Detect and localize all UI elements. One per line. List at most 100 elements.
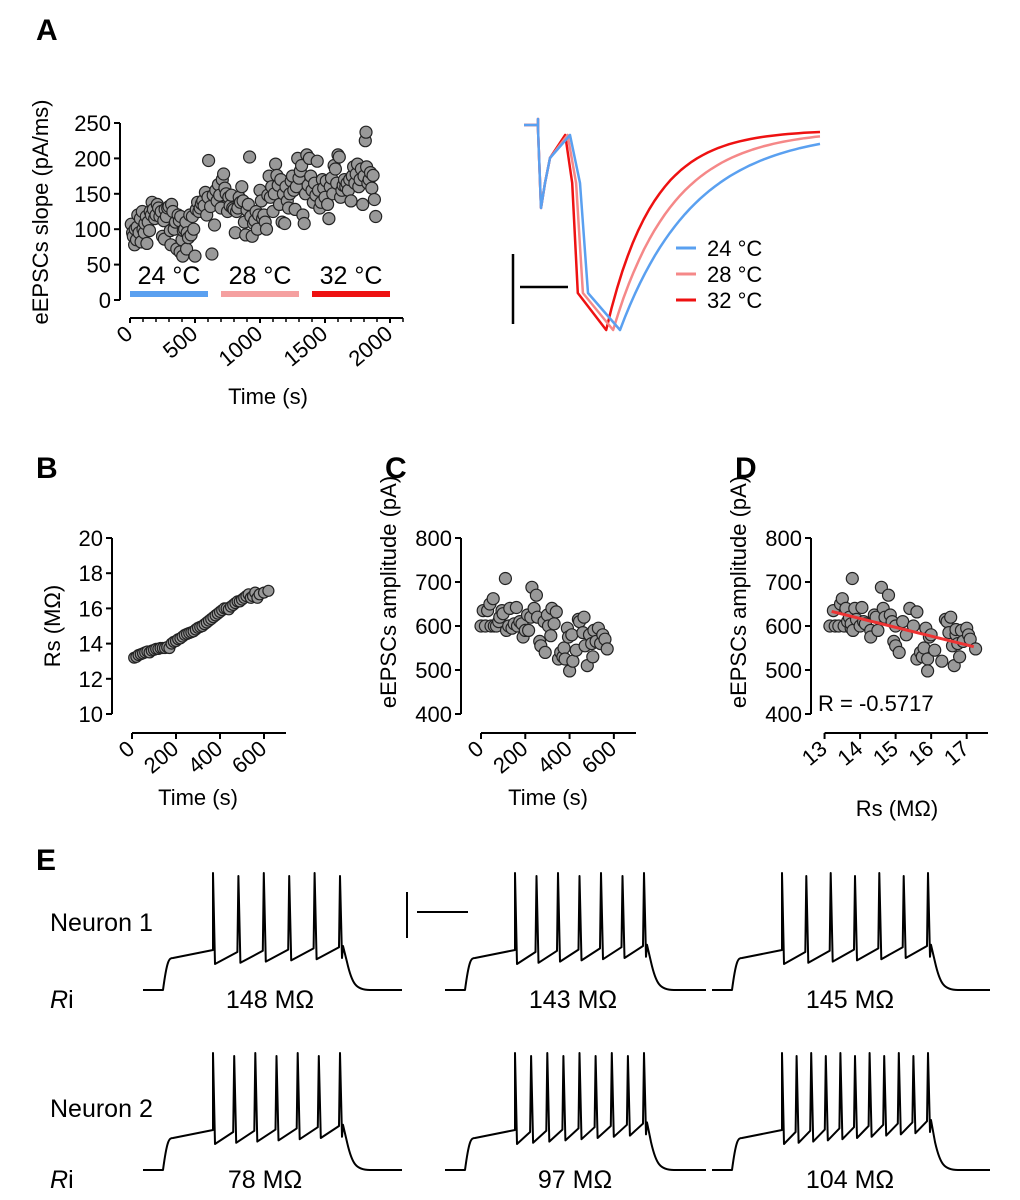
condition-bar-label-0: 24 °C: [138, 262, 201, 290]
panel-c-data-point: [549, 605, 563, 619]
neuron-2-spike-trace-1: [143, 1052, 402, 1171]
panel-b-x-axis-title: Time (s): [158, 785, 238, 810]
panel-b-y-tick-label: 10: [79, 702, 103, 727]
panel-c-data-point: [544, 629, 558, 643]
panel-c-y-tick-label: 500: [415, 658, 452, 683]
panel-a-data-point: [205, 247, 219, 261]
panel-a-x-tick-label: 2000: [344, 321, 398, 372]
panel-b-y-tick-label: 20: [79, 526, 103, 551]
panel-d-y-tick-label: 400: [765, 702, 802, 727]
epsc-trace-32c: [524, 117, 821, 332]
panel-a-data-point: [259, 222, 274, 236]
panel-e-traces: Neuron 1 Ri Neuron 2 Ri 148 MΩ 143 MΩ 14…: [50, 872, 990, 1194]
legend-label-24c: 24 °C: [707, 236, 762, 261]
panel-a-data-point: [369, 209, 383, 224]
panel-d-y-tick-label: 800: [765, 526, 802, 551]
neuron-2-spike-trace-2: [445, 1052, 706, 1171]
panel-a-data-point: [328, 162, 342, 176]
neuron-1-ri-value-2: 143 MΩ: [529, 986, 617, 1014]
panel-d-axes: 400 500 600 700 800 13 14 15 16 17: [765, 526, 988, 771]
panel-a-data-point: [359, 125, 373, 139]
panel-a-legend: 24 °C 28 °C 32 °C: [676, 236, 762, 313]
panel-a-x-axis-title: Time (s): [228, 384, 308, 409]
neuron-2-ri-value-3: 104 MΩ: [806, 1166, 894, 1194]
panel-a-axes: 0 50 100 150 200 250 0 500 1000 1500 2000: [74, 111, 404, 372]
panel-a-data-point: [356, 197, 370, 211]
condition-bar-2: [312, 291, 390, 297]
panel-a-condition-bars: 24 °C 28 °C 32 °C: [130, 262, 390, 297]
panel-c-data-point: [565, 628, 579, 642]
neuron-1-spike-trace-3: [712, 872, 990, 991]
neuron-1-ri-value-3: 145 MΩ: [806, 986, 894, 1014]
panel-c-data-point: [600, 642, 614, 656]
panel-c-x-tick-label: 0: [463, 736, 488, 763]
legend-label-32c: 32 °C: [707, 288, 762, 313]
panel-d-data-point: [928, 643, 942, 657]
panel-a-data-point: [188, 249, 202, 263]
panel-a-data-point: [243, 150, 257, 164]
panel-c-y-tick-label: 400: [415, 702, 452, 727]
condition-bar-label-2: 32 °C: [320, 262, 383, 290]
panel-d-data-point: [920, 664, 935, 678]
condition-bar-label-1: 28 °C: [229, 262, 292, 290]
panel-a-data-point: [366, 168, 380, 182]
panel-a-data-point: [365, 181, 379, 195]
panel-c-x-tick-label: 600: [577, 736, 621, 779]
panel-letter-d: D: [735, 452, 757, 485]
panel-c-data-point: [521, 623, 536, 638]
panel-b-y-tick-label: 14: [79, 632, 103, 657]
panel-d-y-axis-title: eEPSCs amplitude (pA): [726, 476, 751, 708]
panel-a-data-point: [142, 224, 157, 238]
panel-d-data-point: [871, 623, 885, 638]
epsc-trace-24c: [524, 117, 821, 332]
panel-b-x-tick-label: 600: [227, 736, 271, 779]
panel-b-y-tick-label: 18: [79, 561, 103, 586]
panel-b-points: [128, 584, 275, 664]
panel-d-data-point: [917, 641, 931, 655]
panel-c-y-tick-label: 700: [415, 570, 452, 595]
panel-a-data-point: [321, 197, 335, 211]
panel-a-data-point: [140, 236, 154, 250]
panel-a-data-point: [278, 216, 292, 231]
panel-d-x-tick-label: 13: [797, 736, 832, 771]
panel-c-data-point: [557, 641, 571, 655]
panel-d-x-axis-title: Rs (MΩ): [856, 796, 938, 821]
panel-c-data-point: [547, 617, 561, 631]
panel-letter-b: B: [36, 452, 58, 485]
panel-d-y-tick-label: 700: [765, 570, 802, 595]
panel-b-y-axis-title: Rs (MΩ): [40, 585, 65, 667]
panel-b-x-tick-label: 0: [114, 736, 139, 763]
panel-d-x-tick-label: 16: [904, 736, 939, 771]
neuron-1-spike-trace-1: [143, 872, 402, 991]
panel-d-data-point: [944, 610, 958, 624]
panel-c-data-point: [566, 654, 580, 668]
panel-d-data-point: [845, 571, 859, 586]
panel-a-data-point: [235, 180, 249, 194]
panel-a-x-tick-label: 0: [112, 321, 137, 348]
panel-b-y-tick-label: 16: [79, 596, 103, 621]
panel-d-plot: eEPSCs amplitude (pA) Rs (MΩ) 400 500 600 7…: [726, 476, 988, 821]
neuron-1-spike-trace-2: [445, 872, 706, 991]
panel-b-x-tick-label: 400: [183, 736, 227, 779]
panel-c-plot: eEPSCs amplitude (pA) Time (s) 400 500 600…: [376, 476, 636, 810]
panel-a-x-tick-label: 1500: [279, 321, 333, 372]
neuron-2-ri-label: Ri: [50, 1166, 74, 1194]
panel-a-y-tick-label: 250: [74, 111, 111, 136]
panel-a-y-tick-label: 100: [74, 217, 111, 242]
panel-a-scatter-plot: eEPSCs slope (pA/ms) Time (s) 0 50 100 150 2…: [28, 100, 404, 409]
panel-d-x-tick-label: 17: [939, 736, 974, 771]
neuron-2-ri-value-1: 78 MΩ: [228, 1166, 302, 1194]
panel-a-points: [124, 125, 383, 263]
panel-d-correlation-annotation: R = -0.5717: [818, 691, 934, 716]
epsc-trace-28c: [524, 117, 821, 332]
panel-c-data-point: [509, 600, 524, 615]
panel-a-data-point: [202, 153, 216, 168]
panel-a-y-tick-label: 200: [74, 146, 111, 171]
panel-c-data-point: [486, 592, 500, 606]
panel-a-trace-lines: [524, 117, 821, 332]
condition-bar-0: [130, 291, 208, 297]
panel-c-x-axis-title: Time (s): [508, 785, 588, 810]
